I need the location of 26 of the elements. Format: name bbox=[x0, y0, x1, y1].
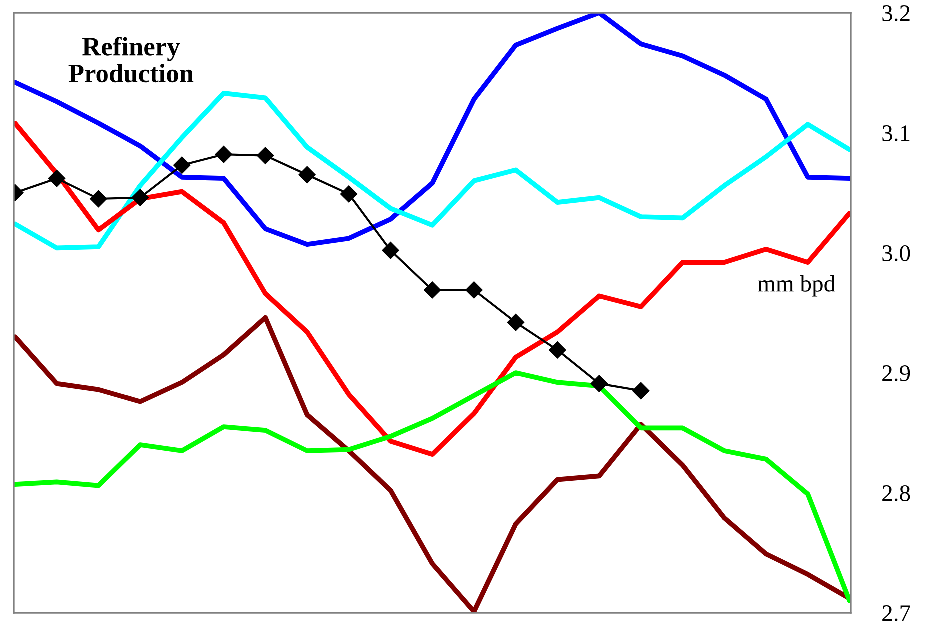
point bbox=[466, 282, 483, 299]
y-tick-label: 2.8 bbox=[882, 485, 910, 502]
point bbox=[590, 375, 608, 392]
text: Refinery Production bbox=[68, 37, 194, 83]
y-tick-label: 3.0 bbox=[882, 245, 910, 262]
point bbox=[549, 342, 566, 359]
point bbox=[507, 314, 524, 332]
y-tick-label: 3.2 bbox=[882, 6, 910, 22]
line-series bbox=[14, 370, 851, 604]
point bbox=[90, 190, 108, 208]
point bbox=[632, 382, 650, 400]
y-tick-label: 3.1 bbox=[882, 126, 910, 142]
point bbox=[215, 146, 232, 164]
point bbox=[48, 170, 66, 188]
line-series bbox=[14, 120, 851, 458]
y-tick-label: 2.7 bbox=[882, 606, 910, 622]
y-tick-label: 2.9 bbox=[882, 366, 910, 382]
point bbox=[340, 186, 358, 203]
point bbox=[132, 189, 149, 206]
point bbox=[424, 282, 442, 299]
point bbox=[382, 242, 400, 260]
point bbox=[257, 147, 274, 164]
point bbox=[174, 156, 191, 174]
line-series bbox=[14, 90, 851, 251]
annotation: mm bpd bbox=[758, 275, 836, 297]
point bbox=[298, 166, 316, 184]
